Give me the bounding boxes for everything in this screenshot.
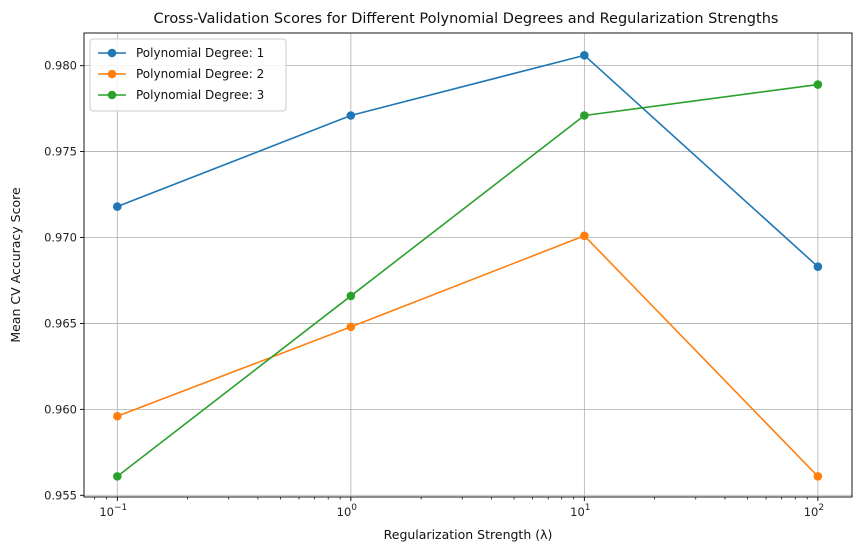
legend-marker xyxy=(107,69,117,79)
x-tick-label: 10−1 xyxy=(99,503,127,519)
data-point xyxy=(346,322,356,332)
series-line-3 xyxy=(116,83,818,478)
y-tick-label: 0.965 xyxy=(44,316,77,330)
y-tick-label: 0.970 xyxy=(44,231,77,245)
y-axis-ticks: 0.955 0.960 0.965 0.970 0.975 0.980 xyxy=(44,59,84,502)
x-tick-label: 100 xyxy=(337,503,358,519)
data-point xyxy=(813,262,823,272)
y-tick-label: 0.975 xyxy=(44,145,77,159)
legend-label: Polynomial Degree: 3 xyxy=(136,88,264,102)
data-point xyxy=(346,111,356,120)
y-tick-label: 0.960 xyxy=(44,402,77,416)
data-point xyxy=(813,80,823,89)
grid xyxy=(84,33,852,497)
data-point xyxy=(113,202,122,211)
data-point xyxy=(113,472,122,481)
data-point xyxy=(813,472,823,481)
data-point xyxy=(580,231,589,241)
legend-box xyxy=(89,38,287,112)
y-tick-label: 0.980 xyxy=(44,59,77,73)
series-layer xyxy=(113,51,823,481)
y-axis-label: Mean CV Accuracy Score xyxy=(8,187,23,343)
legend-marker xyxy=(107,90,117,100)
legend-marker xyxy=(107,48,117,58)
x-axis-label: Regularization Strength (λ) xyxy=(384,527,553,542)
data-point xyxy=(580,111,589,120)
y-tick-label: 0.955 xyxy=(44,488,77,502)
plot-frame xyxy=(83,32,853,498)
legend-label: Polynomial Degree: 2 xyxy=(136,67,264,81)
x-axis-ticks: 10−1 100 101 102 xyxy=(94,497,824,519)
chart-title: Cross-Validation Scores for Different Po… xyxy=(154,11,779,27)
x-tick-label: 102 xyxy=(804,503,824,519)
data-point xyxy=(346,291,356,301)
series-line-1 xyxy=(117,54,819,268)
data-point xyxy=(580,51,589,60)
x-tick-label: 101 xyxy=(570,503,590,519)
data-point xyxy=(113,411,122,421)
legend-label: Polynomial Degree: 1 xyxy=(136,46,264,60)
series-line-2 xyxy=(117,234,819,477)
legend: Polynomial Degree: 1 Polynomial Degree: 2… xyxy=(89,38,287,112)
